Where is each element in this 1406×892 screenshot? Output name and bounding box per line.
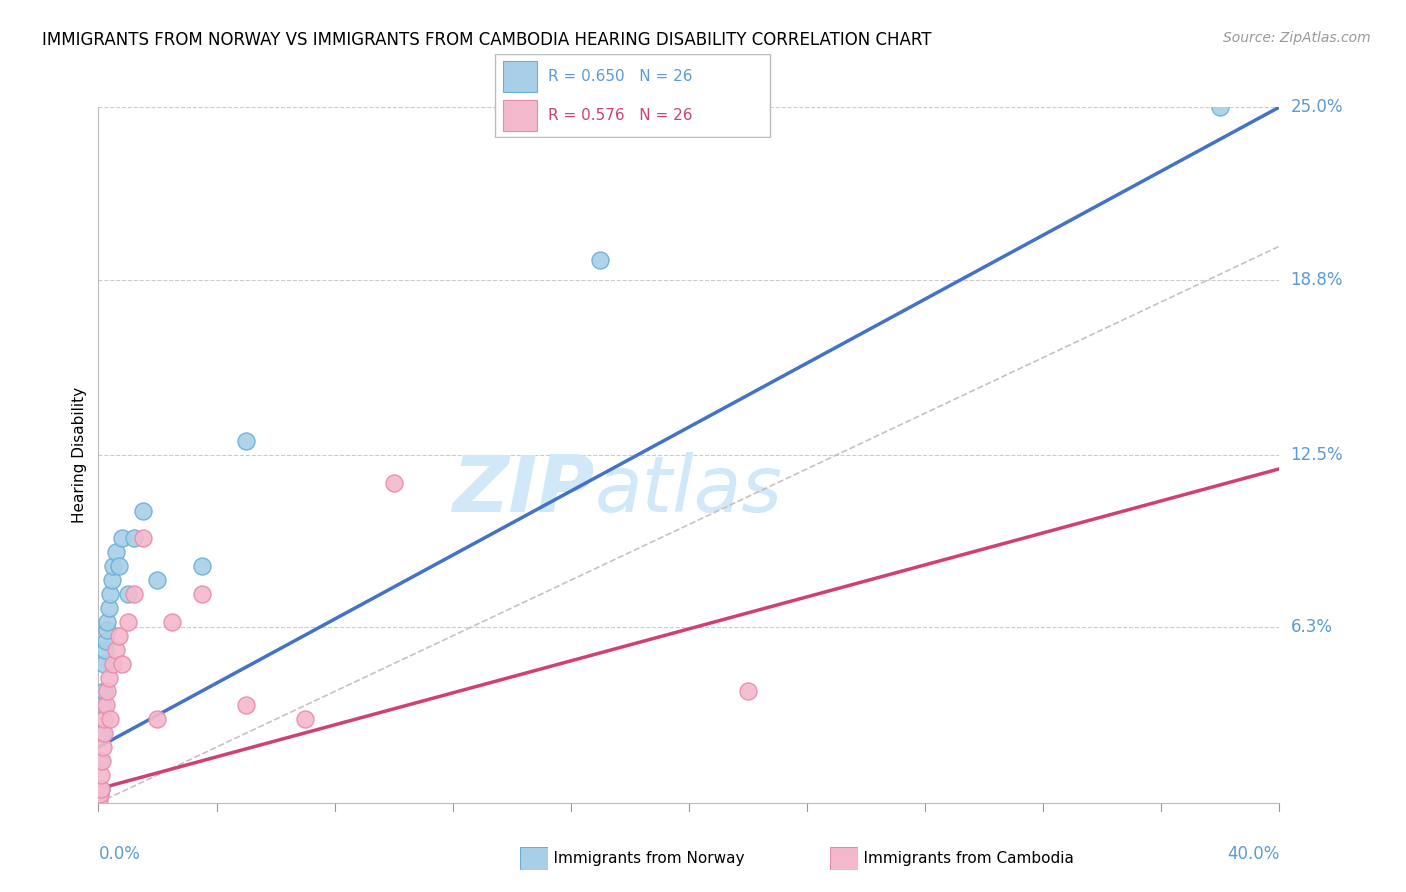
Point — [117, 615, 139, 629]
Point — [111, 657, 134, 671]
Point — [90, 768, 112, 782]
Text: IMMIGRANTS FROM NORWAY VS IMMIGRANTS FROM CAMBODIA HEARING DISABILITY CORRELATIO: IMMIGRANTS FROM NORWAY VS IMMIGRANTS FRO… — [42, 31, 932, 49]
Point — [93, 684, 115, 698]
Point — [108, 559, 131, 574]
Point — [108, 629, 131, 643]
Text: R = 0.650   N = 26: R = 0.650 N = 26 — [548, 69, 693, 84]
Point — [91, 740, 114, 755]
Point — [89, 788, 111, 802]
Point — [162, 615, 183, 629]
Point — [97, 601, 120, 615]
Point — [98, 712, 121, 726]
Point — [191, 587, 214, 601]
Text: 25.0%: 25.0% — [1291, 98, 1343, 116]
Point — [96, 615, 118, 629]
Point — [382, 475, 405, 490]
Point — [96, 624, 118, 638]
Point — [94, 642, 117, 657]
Point — [89, 788, 111, 802]
Point — [93, 726, 115, 740]
Point — [1209, 100, 1232, 114]
Point — [94, 698, 117, 713]
Point — [132, 503, 155, 517]
Point — [100, 573, 122, 587]
Point — [97, 671, 120, 685]
Bar — [503, 100, 537, 130]
Point — [90, 754, 112, 768]
Text: atlas: atlas — [595, 451, 782, 528]
Point — [105, 545, 128, 559]
Point — [235, 698, 257, 713]
Point — [235, 434, 257, 448]
Point — [103, 559, 125, 574]
Point — [91, 754, 114, 768]
Point — [737, 684, 759, 698]
Point — [117, 587, 139, 601]
Point — [91, 726, 114, 740]
Point — [294, 712, 316, 726]
Point — [122, 532, 145, 546]
Bar — [503, 62, 537, 92]
Point — [146, 573, 169, 587]
Point — [98, 587, 121, 601]
Y-axis label: Hearing Disability: Hearing Disability — [72, 387, 87, 523]
Text: 12.5%: 12.5% — [1291, 446, 1343, 464]
Text: Immigrants from Norway: Immigrants from Norway — [534, 851, 745, 865]
Point — [589, 253, 612, 268]
Point — [90, 781, 112, 796]
Point — [96, 684, 118, 698]
Text: Immigrants from Cambodia: Immigrants from Cambodia — [844, 851, 1073, 865]
Point — [93, 657, 115, 671]
Text: ZIP: ZIP — [453, 451, 595, 528]
Text: 0.0%: 0.0% — [98, 845, 141, 863]
Point — [94, 634, 117, 648]
Point — [132, 532, 155, 546]
Text: 6.3%: 6.3% — [1291, 618, 1333, 637]
Point — [103, 657, 125, 671]
Point — [105, 642, 128, 657]
Point — [93, 712, 115, 726]
Text: R = 0.576   N = 26: R = 0.576 N = 26 — [548, 108, 693, 123]
Point — [122, 587, 145, 601]
Point — [191, 559, 214, 574]
Text: 18.8%: 18.8% — [1291, 270, 1343, 289]
Point — [90, 781, 112, 796]
Point — [89, 793, 111, 807]
Text: Source: ZipAtlas.com: Source: ZipAtlas.com — [1223, 31, 1371, 45]
Point — [146, 712, 169, 726]
Point — [111, 532, 134, 546]
Point — [91, 698, 114, 713]
Text: 40.0%: 40.0% — [1227, 845, 1279, 863]
